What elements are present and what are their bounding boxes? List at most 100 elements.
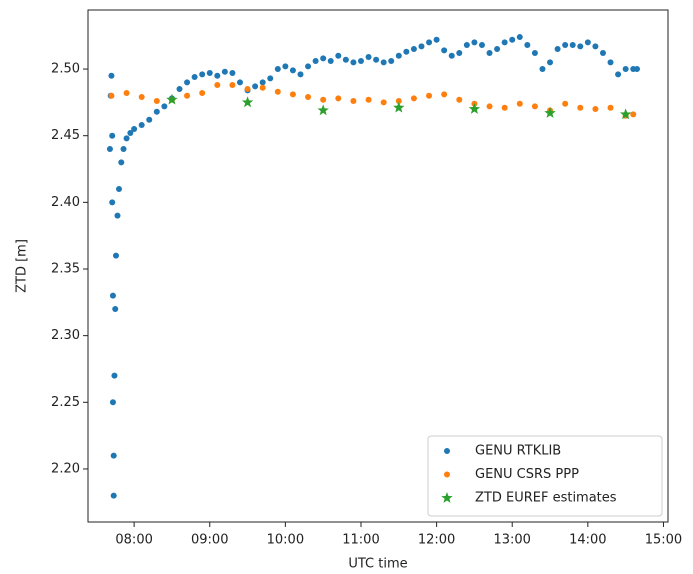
y-tick-label: 2.35 (51, 261, 80, 276)
point (327, 58, 334, 65)
point (456, 50, 463, 57)
point (206, 70, 213, 77)
point (282, 63, 289, 70)
star-marker (393, 101, 405, 113)
point (214, 72, 221, 79)
point (395, 52, 402, 59)
point (365, 54, 372, 61)
point (562, 42, 569, 49)
point (441, 47, 448, 54)
point (199, 90, 206, 97)
point (516, 100, 523, 107)
point (615, 71, 622, 78)
point (116, 186, 123, 193)
star-marker (619, 108, 632, 120)
star-marker (166, 93, 178, 105)
point (106, 146, 113, 153)
legend-box (427, 435, 663, 517)
point (138, 94, 145, 101)
point (501, 104, 508, 111)
point (577, 104, 584, 111)
x-tick-label: 13:00 (493, 533, 530, 548)
point (138, 122, 145, 129)
point (191, 74, 198, 81)
point (395, 98, 402, 105)
point (305, 94, 312, 101)
point (471, 39, 478, 46)
point (380, 59, 387, 66)
point (252, 83, 259, 90)
point (123, 135, 130, 142)
point (501, 39, 508, 46)
y-tick-label: 2.30 (51, 328, 80, 343)
x-tick-label: 09:00 (191, 533, 228, 548)
x-tick-label: 12:00 (418, 533, 455, 548)
point (118, 159, 125, 166)
point (448, 52, 455, 59)
y-tick-label: 2.25 (51, 395, 80, 410)
x-tick-label: 08:00 (115, 533, 152, 548)
point (108, 72, 115, 79)
point (289, 91, 296, 98)
point (516, 34, 523, 41)
point (441, 91, 448, 98)
point (244, 86, 251, 93)
point (584, 39, 591, 46)
point (539, 66, 546, 73)
point (109, 132, 116, 139)
point (388, 58, 395, 65)
point (259, 79, 266, 86)
point (335, 52, 342, 59)
point (554, 46, 561, 53)
point (184, 92, 191, 99)
point (110, 492, 117, 499)
point (236, 79, 243, 86)
point (494, 46, 501, 53)
point (524, 42, 531, 49)
x-tick-label: 15:00 (645, 533, 682, 548)
point (433, 36, 440, 43)
point (531, 50, 538, 57)
y-tick-label: 2.45 (51, 128, 80, 143)
point (123, 90, 130, 97)
point (607, 104, 614, 111)
point (221, 68, 228, 75)
star-marker (241, 96, 254, 108)
point (184, 79, 191, 86)
point (577, 43, 584, 50)
point (305, 63, 312, 70)
y-tick-label: 2.20 (51, 461, 80, 476)
point (176, 86, 183, 93)
point (350, 59, 357, 66)
point (112, 252, 119, 259)
point (320, 96, 327, 103)
star-marker (317, 104, 329, 116)
point (478, 42, 485, 49)
point (274, 66, 281, 73)
legend-label: GENU RTKLIB (475, 444, 561, 459)
point (131, 126, 138, 133)
point (633, 66, 640, 73)
point (110, 452, 117, 459)
point (214, 82, 221, 89)
legend-label: ZTD EUREF estimates (475, 491, 617, 506)
point (199, 71, 206, 78)
point (229, 82, 236, 89)
legend-label: GENU CSRS PPP (475, 467, 579, 482)
point (229, 70, 236, 77)
point (127, 130, 134, 137)
point (267, 75, 274, 82)
point (444, 448, 450, 454)
point (109, 292, 116, 299)
x-tick-label: 14:00 (569, 533, 606, 548)
point (592, 43, 599, 50)
point (562, 100, 569, 107)
point (146, 116, 153, 123)
point (259, 84, 266, 91)
point (531, 103, 538, 110)
point (547, 59, 554, 66)
point (486, 50, 493, 57)
point (111, 372, 118, 379)
point (569, 42, 576, 49)
